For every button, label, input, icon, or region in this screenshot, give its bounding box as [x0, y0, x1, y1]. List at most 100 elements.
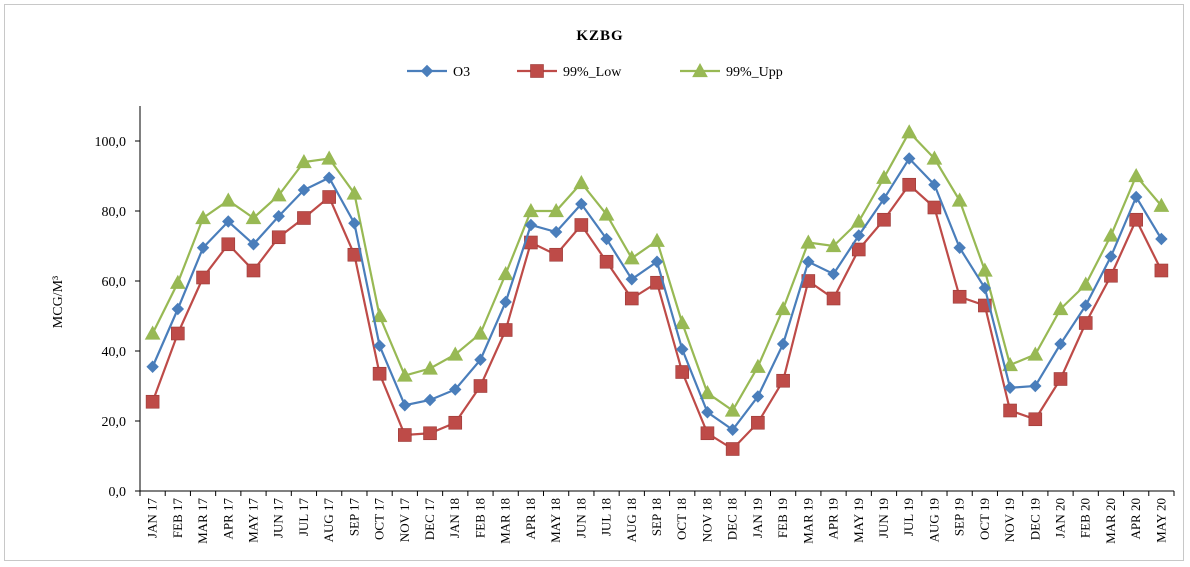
x-tick-label: SEP 19: [952, 498, 967, 536]
data-point-99-upp: [144, 325, 161, 340]
data-point-o3: [776, 337, 790, 351]
data-point-o3: [1003, 381, 1017, 394]
data-point-99-upp: [850, 213, 867, 228]
x-tick-label: NOV 17: [397, 498, 412, 543]
data-point-99-low: [221, 237, 236, 252]
data-point-99-low: [1104, 268, 1118, 283]
x-tick-label: AUG 19: [926, 498, 941, 542]
data-point-o3: [827, 267, 840, 281]
x-tick-label: MAR 17: [195, 498, 210, 544]
data-point-o3: [751, 390, 765, 403]
data-point-99-low: [1129, 212, 1143, 227]
data-point-o3: [322, 171, 336, 184]
data-point-99-low: [776, 373, 790, 388]
data-point-o3: [978, 281, 992, 295]
series-99-low: [145, 177, 1169, 456]
x-tick-label: DEC 17: [422, 498, 437, 541]
x-tick-label: JAN 20: [1053, 498, 1068, 538]
data-point-o3: [549, 225, 563, 239]
x-tick-label: APR 19: [826, 498, 841, 540]
y-tick-label: 0,0: [109, 485, 127, 500]
x-tick-label: FEB 18: [472, 498, 487, 538]
data-point-o3: [902, 152, 916, 165]
data-point-99-low: [1053, 372, 1068, 386]
series-99-upp: [144, 124, 1170, 417]
data-point-99-low: [624, 291, 639, 306]
data-point-99-low: [473, 379, 488, 393]
data-point-o3: [449, 383, 462, 396]
x-tick-label: JAN 19: [750, 498, 765, 538]
y-tick-label: 80,0: [102, 205, 127, 220]
data-point-99-upp: [623, 250, 640, 265]
data-point-99-low: [751, 415, 765, 430]
data-point-o3: [600, 232, 613, 246]
data-point-o3: [650, 255, 664, 268]
data-point-o3: [1054, 337, 1067, 351]
x-tick-label: JUL 17: [296, 498, 311, 537]
x-tick-label: AUG 17: [321, 498, 336, 543]
data-point-99-low: [246, 263, 261, 278]
data-point-99-low: [498, 323, 513, 337]
data-point-o3: [852, 229, 865, 242]
x-tick-label: NOV 18: [699, 498, 714, 542]
data-point-99-low: [322, 190, 336, 204]
data-point-o3: [802, 255, 815, 268]
data-point-99-low: [1078, 316, 1093, 330]
data-point-99-upp: [396, 367, 413, 382]
legend-marker: [692, 62, 708, 78]
data-point-o3: [423, 393, 437, 407]
x-tick-label: OCT 19: [977, 498, 992, 540]
axes: 0,0 20,0 40,0 60,0 80,0 100,0 JAN 17 FEB 17 MAR …: [95, 106, 1175, 544]
data-point-99-low: [145, 394, 160, 409]
data-point-99-low: [1028, 412, 1043, 427]
data-point-o3: [1104, 250, 1118, 263]
data-point-99-low: [297, 211, 311, 225]
data-point-o3: [222, 215, 235, 228]
data-point-99-upp: [321, 150, 337, 165]
legend: O3 99%_Low 99%_Upp: [407, 62, 783, 80]
x-tick-label: MAR 20: [1103, 498, 1118, 544]
legend-label: 99%_Low: [563, 65, 622, 80]
legend-label: 99%_Upp: [726, 65, 783, 80]
chart-title: KZBG: [576, 28, 623, 44]
data-point-99-upp: [876, 169, 892, 184]
data-point-99-upp: [1128, 167, 1145, 183]
data-point-99-low: [398, 428, 412, 442]
data-point-99-upp: [724, 402, 741, 417]
data-point-99-low: [675, 365, 690, 379]
data-point-99-upp: [296, 153, 312, 169]
data-point-o3: [272, 210, 285, 223]
data-point-99-upp: [548, 202, 564, 218]
data-point-o3: [1029, 379, 1042, 393]
legend-label: O3: [453, 65, 470, 80]
data-point-99-low: [372, 366, 387, 381]
data-point-99-upp: [1052, 300, 1069, 316]
x-tick-label: SEP 18: [649, 498, 664, 536]
x-tick-label: FEB 17: [170, 498, 185, 539]
data-point-99-low: [448, 415, 463, 430]
data-point-99-low: [952, 289, 967, 304]
x-tick-label: JUN 17: [271, 498, 286, 539]
x-tick-label: JAN 17: [145, 498, 160, 539]
data-point-99-upp: [775, 300, 791, 316]
data-point-o3: [524, 218, 538, 232]
x-tick-label: JUL 18: [599, 498, 614, 536]
data-point-99-upp: [649, 232, 665, 247]
data-point-99-low: [549, 247, 563, 262]
x-tick-label: APR 18: [523, 498, 538, 540]
x-tick-label: JUN 18: [573, 498, 588, 538]
data-point-o3: [146, 360, 159, 373]
data-point-99-upp: [1002, 356, 1018, 372]
data-point-99-upp: [674, 314, 691, 330]
data-point-o3: [953, 241, 966, 254]
data-point-o3: [499, 295, 512, 309]
x-tick-label: MAR 19: [800, 498, 815, 544]
data-point-99-low: [877, 212, 891, 227]
data-point-o3: [701, 406, 714, 419]
x-tick-label: MAY 19: [851, 498, 866, 543]
data-point-99-upp: [523, 202, 539, 218]
data-point-99-low: [826, 291, 841, 306]
data-point-99-upp: [472, 325, 489, 340]
data-point-99-upp: [825, 237, 842, 253]
data-point-99-low: [271, 230, 286, 245]
